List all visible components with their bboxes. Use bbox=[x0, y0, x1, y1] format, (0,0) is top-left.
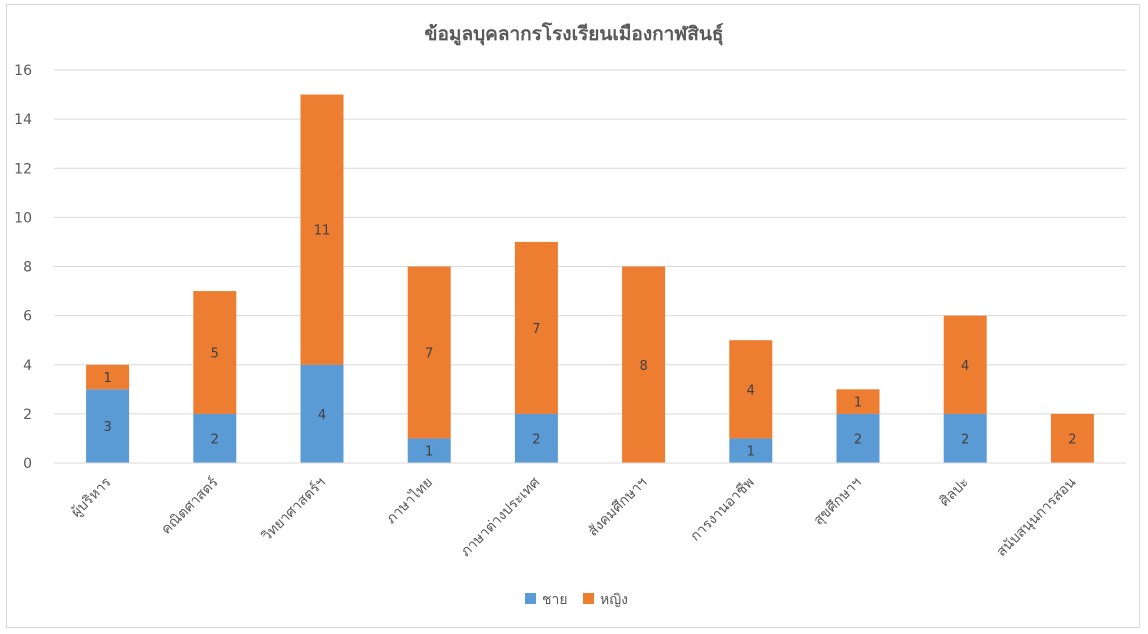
data-label: 7 bbox=[425, 346, 433, 361]
data-label: 2 bbox=[532, 432, 540, 447]
bar-segment bbox=[729, 438, 773, 463]
bar-segment bbox=[407, 266, 451, 439]
y-tick-label: 2 bbox=[23, 407, 32, 423]
x-tick-label: ศิลปะ bbox=[937, 475, 972, 510]
legend: ชาย หญิง bbox=[525, 592, 628, 608]
data-label: 4 bbox=[318, 408, 326, 423]
data-label: 2 bbox=[1068, 432, 1076, 447]
bar-segment bbox=[86, 389, 130, 463]
x-tick-label: ผู้บริหาร bbox=[68, 474, 114, 520]
x-tick-label: ภาษาไทย bbox=[383, 474, 436, 527]
data-label: 11 bbox=[314, 224, 331, 239]
y-tick-label: 12 bbox=[14, 161, 32, 177]
legend-swatch bbox=[583, 593, 594, 604]
bar-segment bbox=[1050, 413, 1094, 463]
data-label: 5 bbox=[211, 346, 219, 361]
chart-title: ข้อมูลบุคลากรโรงเรียนเมืองกาฬสินธุ์ bbox=[425, 22, 724, 46]
y-tick-label: 16 bbox=[14, 63, 32, 79]
y-tick-label: 6 bbox=[23, 309, 32, 325]
bar-segment bbox=[407, 438, 451, 463]
bar-segment bbox=[836, 389, 880, 414]
y-tick-label: 4 bbox=[23, 358, 32, 374]
x-tick-label: สุขศึกษาฯ bbox=[811, 475, 865, 529]
bar-segment bbox=[193, 413, 237, 463]
x-tick-label: ภาษาต่างประเทศ bbox=[458, 474, 543, 559]
bar-segment bbox=[300, 94, 344, 365]
legend-label: หญิง bbox=[600, 592, 628, 608]
x-tick-label: สนับสนุนการสอน bbox=[994, 474, 1080, 560]
bar-segment bbox=[943, 413, 987, 463]
data-label: 1 bbox=[425, 445, 433, 460]
bar-segment bbox=[514, 241, 558, 414]
data-label: 3 bbox=[103, 420, 111, 435]
bar-segment bbox=[514, 413, 558, 463]
data-label: 1 bbox=[103, 371, 111, 386]
bar-segment bbox=[943, 315, 987, 414]
data-label: 4 bbox=[747, 383, 755, 398]
bar-segment bbox=[622, 266, 666, 463]
data-label: 1 bbox=[854, 396, 862, 411]
y-tick-label: 10 bbox=[14, 210, 32, 226]
data-label: 2 bbox=[854, 432, 862, 447]
data-label: 1 bbox=[747, 445, 755, 460]
bar-segment bbox=[729, 340, 773, 439]
y-tick-label: 8 bbox=[23, 260, 32, 276]
x-axis: ผู้บริหาร คณิตศาสตร์ วิทยาศาสตร์ฯ ภาษาไทย ภา… bbox=[54, 462, 1126, 560]
data-label: 2 bbox=[211, 432, 219, 447]
x-tick-label: คณิตศาสตร์ bbox=[158, 473, 222, 537]
x-tick-label: สังคมศึกษาฯ bbox=[585, 475, 650, 540]
y-axis: 0 2 4 6 8 10 12 14 16 bbox=[14, 63, 32, 472]
x-tick-label: การงานอาชีพ bbox=[688, 475, 758, 545]
bar-segment bbox=[193, 291, 237, 414]
data-label: 7 bbox=[532, 322, 540, 337]
bar-segment bbox=[300, 364, 344, 463]
legend-label: ชาย bbox=[542, 592, 568, 608]
data-label: 4 bbox=[961, 359, 969, 374]
data-label: 2 bbox=[961, 432, 969, 447]
bar-segment bbox=[86, 364, 130, 390]
y-tick-label: 0 bbox=[23, 456, 32, 472]
bars bbox=[86, 94, 1094, 463]
y-tick-label: 14 bbox=[14, 112, 32, 128]
x-tick-label: วิทยาศาสตร์ฯ bbox=[258, 474, 329, 545]
legend-swatch bbox=[525, 593, 536, 604]
bar-segment bbox=[836, 413, 880, 463]
data-label: 8 bbox=[639, 359, 647, 374]
